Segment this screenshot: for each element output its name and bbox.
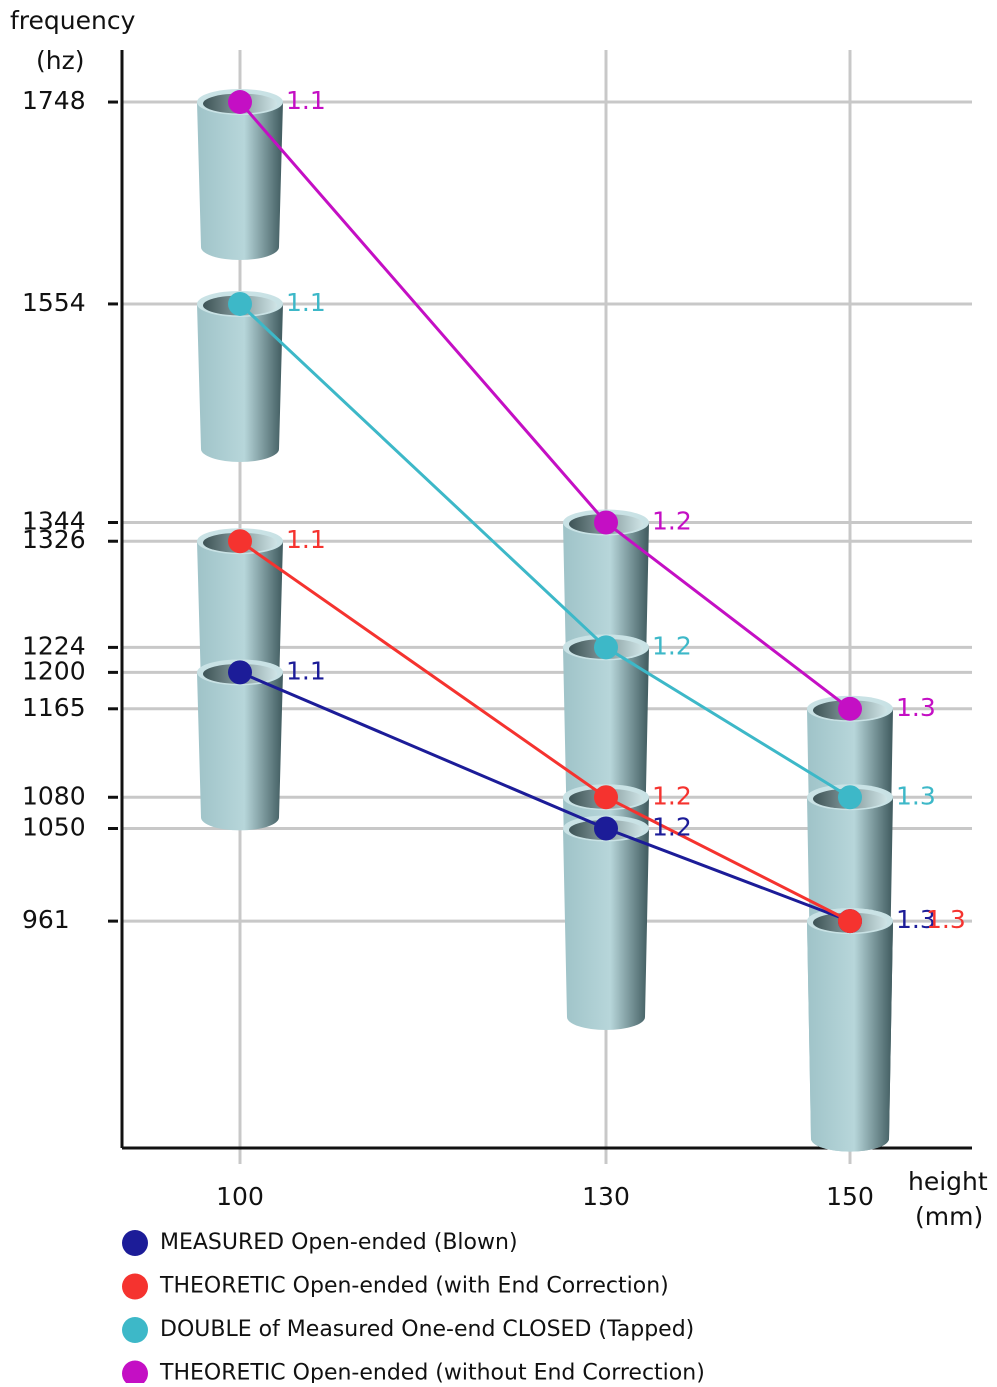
series-line (240, 102, 850, 709)
data-point (838, 697, 862, 721)
tube (197, 89, 283, 260)
data-label: 1.3 (896, 693, 936, 722)
tube-body (197, 304, 283, 462)
data-label: 1.3 (926, 905, 966, 934)
data-label: 1.2 (652, 507, 692, 536)
y-tick-label: 1344 (22, 507, 86, 536)
y-tick-label: 1200 (22, 656, 86, 685)
tube (563, 815, 649, 1030)
data-point (228, 90, 252, 114)
data-point (594, 635, 618, 659)
tube-body (563, 828, 649, 1030)
y-tick-label: 1554 (22, 288, 86, 317)
data-label: 1.2 (652, 812, 692, 841)
series-line (240, 541, 850, 921)
y-tick-label: 1080 (22, 781, 86, 810)
series-line (240, 304, 850, 797)
data-point (594, 816, 618, 840)
data-point (838, 785, 862, 809)
legend-marker (122, 1274, 148, 1300)
data-point (228, 529, 252, 553)
data-label: 1.1 (286, 525, 326, 554)
data-point (838, 909, 862, 933)
tube-body (197, 102, 283, 260)
data-label: 1.2 (652, 631, 692, 660)
y-tick-label: 1165 (22, 693, 86, 722)
x-axis-label: (mm) (915, 1202, 983, 1231)
legend-label: THEORETIC Open-ended (without End Correc… (159, 1361, 705, 1384)
data-label: 1.2 (652, 781, 692, 810)
y-tick-label: 1224 (22, 631, 86, 660)
y-axis-label: frequency (10, 6, 136, 35)
data-label: 1.1 (286, 656, 326, 685)
legend-marker (122, 1361, 148, 1384)
tube (807, 908, 893, 1152)
data-label: 1.3 (896, 781, 936, 810)
legend-label: MEASURED Open-ended (Blown) (160, 1230, 518, 1255)
legend-marker (122, 1317, 148, 1343)
data-point (228, 660, 252, 684)
y-tick-label: 1748 (22, 86, 86, 115)
data-point (594, 785, 618, 809)
legend-marker (122, 1230, 148, 1256)
legend-label: THEORETIC Open-ended (with End Correctio… (159, 1274, 669, 1299)
y-axis-label: (hz) (36, 46, 84, 75)
chart: frequency (hz) height (mm) 961 10501080 11… (0, 0, 997, 1383)
x-tick-label: 150 (826, 1182, 874, 1211)
tube (197, 291, 283, 462)
data-label: 1.1 (286, 288, 326, 317)
data-point (594, 511, 618, 535)
x-axis-label: height (908, 1167, 988, 1196)
y-tick-label: 961 (22, 905, 70, 934)
legend-label: DOUBLE of Measured One-end CLOSED (Tappe… (160, 1317, 694, 1342)
data-label: 1.1 (286, 86, 326, 115)
tube-body (807, 921, 893, 1152)
data-point (228, 292, 252, 316)
x-tick-label: 100 (216, 1182, 264, 1211)
tube-body (197, 672, 283, 830)
y-tick-label: 1050 (22, 812, 86, 841)
x-tick-label: 130 (582, 1182, 630, 1211)
